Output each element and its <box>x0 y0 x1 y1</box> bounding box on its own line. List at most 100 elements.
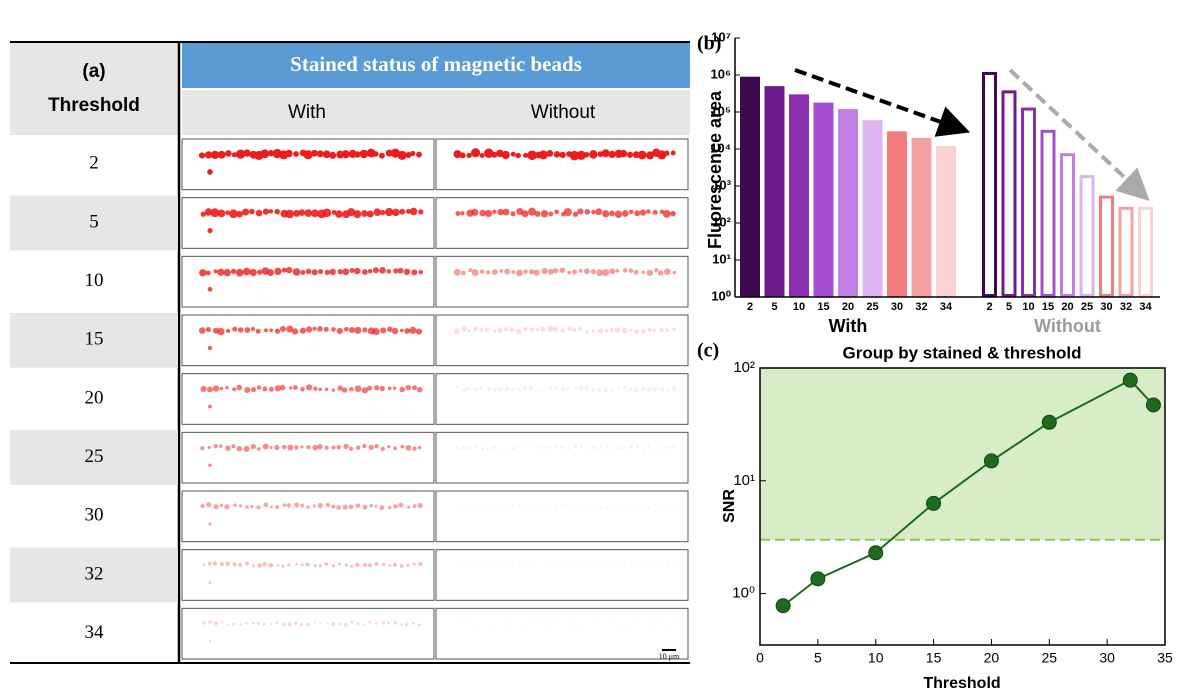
row-label: 15 <box>85 329 104 350</box>
bead <box>349 268 355 273</box>
line <box>782 378 1155 607</box>
bead <box>642 564 645 567</box>
bead <box>223 268 231 277</box>
bead <box>461 270 466 276</box>
bead <box>281 564 285 568</box>
bead <box>585 329 589 334</box>
bead <box>255 328 261 334</box>
bead <box>349 386 354 392</box>
bead <box>633 387 639 393</box>
bead <box>417 445 422 450</box>
row-label: 2 <box>89 153 99 174</box>
image-frame <box>181 255 435 308</box>
bead <box>475 504 477 507</box>
bead <box>250 326 256 332</box>
bead <box>455 210 461 216</box>
bead <box>207 345 213 351</box>
x-tick-label: 20 <box>984 650 1000 666</box>
bead <box>480 447 484 451</box>
y-tick-label: 10⁰ <box>711 288 731 303</box>
bead <box>400 444 405 449</box>
bead <box>511 623 513 625</box>
point <box>1145 397 1161 413</box>
bead <box>267 269 274 276</box>
image-frame <box>435 490 689 543</box>
bead <box>341 150 350 159</box>
bead <box>560 328 566 334</box>
bead <box>303 150 313 160</box>
bead <box>524 504 526 506</box>
bead <box>210 150 220 160</box>
bead <box>212 385 220 392</box>
bead <box>453 268 461 276</box>
bead <box>337 269 343 275</box>
x-tick-label: 5 <box>814 650 822 666</box>
bead <box>533 269 540 276</box>
bead <box>516 269 523 277</box>
image-frame <box>435 255 689 308</box>
y-tick-label: 10² <box>733 359 755 376</box>
row-label: 34 <box>85 622 105 643</box>
bead <box>286 325 294 333</box>
bead <box>227 623 230 626</box>
bead <box>629 445 633 449</box>
bead <box>292 268 301 276</box>
bead <box>252 564 255 568</box>
bead <box>652 209 658 215</box>
bead <box>270 623 273 626</box>
bead <box>615 269 620 273</box>
bead <box>521 210 529 218</box>
bead <box>573 505 576 508</box>
bead <box>492 209 497 214</box>
bead <box>567 447 570 450</box>
bead <box>362 562 368 567</box>
bead <box>466 387 471 391</box>
bead <box>666 388 670 392</box>
bead <box>659 209 665 214</box>
bead <box>232 562 237 567</box>
bead <box>208 463 212 468</box>
bead <box>481 565 484 567</box>
x-tick-label: 15 <box>1042 301 1054 313</box>
bead <box>604 329 609 333</box>
bead <box>616 564 619 566</box>
bead <box>294 621 298 625</box>
image-frame <box>181 607 435 660</box>
bead <box>487 447 490 450</box>
bead <box>230 268 237 275</box>
bead <box>479 385 483 390</box>
bead <box>658 270 664 276</box>
bead <box>380 327 387 334</box>
bead <box>672 504 675 507</box>
bead <box>662 209 671 218</box>
bead <box>473 326 478 331</box>
bead <box>225 561 230 567</box>
bead <box>467 447 471 451</box>
bead <box>460 211 465 216</box>
y-tick-label: 10³ <box>712 177 731 192</box>
header-cell <box>10 42 178 135</box>
image-frame <box>181 314 435 367</box>
bead <box>642 447 645 450</box>
bead <box>279 325 287 332</box>
bead <box>229 209 238 219</box>
bead <box>282 444 287 450</box>
bead <box>275 504 280 509</box>
bead <box>635 622 638 624</box>
bead <box>263 502 269 508</box>
bead <box>664 268 671 275</box>
bead <box>536 388 540 391</box>
bead <box>453 150 462 159</box>
point <box>1122 372 1138 388</box>
bead <box>654 447 657 450</box>
bead <box>569 150 580 161</box>
bead <box>641 329 646 334</box>
bead <box>353 267 361 275</box>
bead <box>412 385 417 391</box>
bead <box>510 151 516 157</box>
bead <box>232 622 236 626</box>
bead <box>574 444 578 448</box>
bead <box>636 445 640 449</box>
bead <box>407 505 411 509</box>
bead <box>655 505 658 507</box>
